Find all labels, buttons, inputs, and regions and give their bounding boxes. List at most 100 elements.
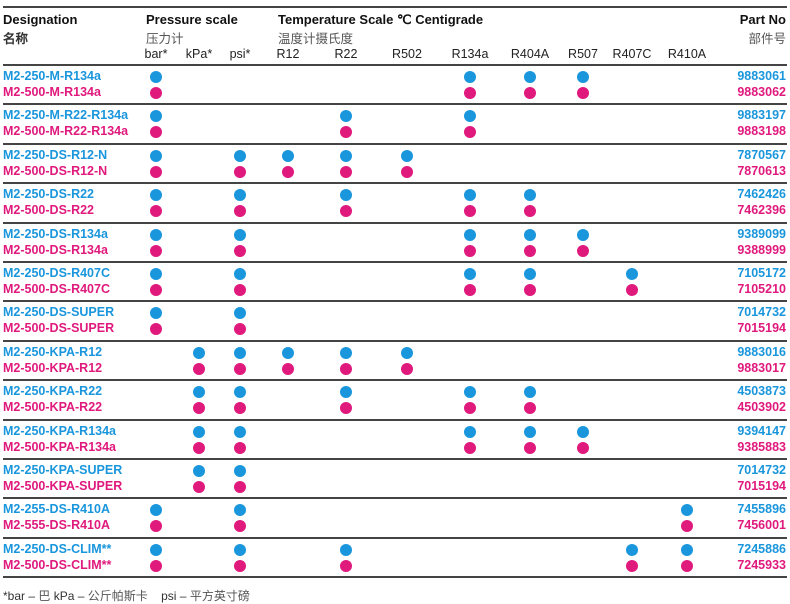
compatibility-dot-psi bbox=[234, 205, 246, 218]
compatibility-dot-r134a bbox=[464, 441, 476, 454]
part-number: 7245886 bbox=[737, 541, 786, 556]
compatibility-dot-r22 bbox=[340, 346, 352, 359]
compatibility-dot-r404a bbox=[524, 284, 536, 296]
compatibility-dot-bar bbox=[150, 205, 162, 218]
designation: M2-500-DS-CLIM** bbox=[3, 557, 112, 572]
compatibility-dot-bar bbox=[150, 165, 162, 178]
compatibility-dot-r410a bbox=[681, 543, 693, 556]
designation: M2-250-DS-R22 bbox=[3, 187, 95, 202]
designation: M2-250-DS-R407C bbox=[3, 266, 110, 280]
part-number: 7462426 bbox=[737, 187, 786, 202]
compatibility-dot-psi bbox=[234, 189, 246, 202]
part-number: 4503873 bbox=[737, 384, 786, 399]
compatibility-dot-bar bbox=[150, 87, 162, 99]
compatibility-dot-r22 bbox=[340, 110, 352, 123]
column-header-psi: psi* bbox=[229, 47, 251, 61]
part-number: 9389099 bbox=[737, 226, 786, 241]
compatibility-dot-r22 bbox=[340, 205, 352, 218]
temperature-header: Temperature Scale ℃ Centigrade bbox=[278, 12, 484, 27]
compatibility-dot-psi bbox=[234, 323, 246, 336]
part-number: 7455896 bbox=[737, 502, 786, 517]
temperature-header-zh: 温度计摄氏度 bbox=[278, 31, 354, 46]
compatibility-dot-bar bbox=[150, 504, 162, 517]
part-number: 4503902 bbox=[737, 400, 786, 415]
compatibility-dot-r22 bbox=[340, 165, 352, 178]
designation: M2-500-KPA-SUPER bbox=[3, 479, 123, 493]
compatibility-dot-r22 bbox=[340, 386, 352, 399]
designation: M2-500-M-R134a bbox=[3, 85, 101, 99]
compatibility-dot-r404a bbox=[524, 244, 536, 257]
compatibility-dot-r404a bbox=[524, 71, 536, 83]
compatibility-dot-r12 bbox=[282, 362, 294, 375]
compatibility-dot-psi bbox=[234, 228, 246, 241]
top-rule bbox=[3, 6, 787, 8]
part-number: 7015194 bbox=[737, 321, 786, 336]
part-number: 7462396 bbox=[737, 203, 786, 218]
compatibility-dot-r502 bbox=[401, 346, 413, 359]
group-divider bbox=[3, 418, 787, 421]
compatibility-dot-r134a bbox=[464, 87, 476, 99]
compatibility-dot-r404a bbox=[524, 386, 536, 399]
compatibility-dot-psi bbox=[234, 441, 246, 454]
designation: M2-555-DS-R410A bbox=[3, 518, 110, 533]
compatibility-dot-r134a bbox=[464, 189, 476, 202]
compatibility-dot-r22 bbox=[340, 149, 352, 162]
designation: M2-250-DS-SUPER bbox=[3, 305, 115, 320]
column-header-r410a: R410A bbox=[667, 47, 707, 61]
group-divider bbox=[3, 497, 787, 500]
part-number: 9883197 bbox=[737, 108, 786, 123]
compatibility-dot-kpa bbox=[193, 425, 205, 438]
compatibility-dot-bar bbox=[150, 520, 162, 533]
compatibility-dot-r134a bbox=[464, 71, 476, 83]
footnote-kpa-zh: 公斤帕斯卡 bbox=[87, 589, 148, 603]
designation: M2-250-KPA-R22 bbox=[3, 384, 103, 399]
compatibility-dot-psi bbox=[234, 346, 246, 359]
designation: M2-500-DS-R134a bbox=[3, 242, 108, 257]
designation: M2-500-KPA-R134a bbox=[3, 439, 117, 454]
part-number: 7014732 bbox=[737, 305, 786, 320]
part-number: 7014732 bbox=[737, 463, 786, 477]
group-divider bbox=[3, 536, 787, 539]
compatibility-dot-psi bbox=[234, 425, 246, 438]
compatibility-dot-psi bbox=[234, 481, 246, 493]
part-number: 7870613 bbox=[737, 163, 786, 178]
compatibility-dot-r407c bbox=[626, 543, 638, 556]
compatibility-dot-psi bbox=[234, 268, 246, 280]
part-number: 7456001 bbox=[737, 518, 786, 533]
compatibility-dot-psi bbox=[234, 559, 246, 572]
compatibility-dot-r12 bbox=[282, 149, 294, 162]
designation: M2-500-DS-R12-N bbox=[3, 163, 108, 178]
compatibility-dot-kpa bbox=[193, 362, 205, 375]
compatibility-dot-bar bbox=[150, 543, 162, 556]
designation: M2-250-M-R22-R134a bbox=[3, 108, 129, 123]
compatibility-dot-r134a bbox=[464, 386, 476, 399]
compatibility-dot-r404a bbox=[524, 402, 536, 415]
compatibility-dot-psi bbox=[234, 402, 246, 415]
compatibility-dot-r12 bbox=[282, 165, 294, 178]
group-divider bbox=[3, 300, 787, 303]
compatibility-dot-kpa bbox=[193, 481, 205, 493]
compatibility-dot-r12 bbox=[282, 346, 294, 359]
compatibility-dot-bar bbox=[150, 307, 162, 320]
part-number: 7105210 bbox=[737, 282, 786, 296]
group-divider bbox=[3, 221, 787, 224]
footnote-psi: psi – bbox=[161, 589, 187, 603]
group-divider bbox=[3, 103, 787, 106]
compatibility-dot-r134a bbox=[464, 402, 476, 415]
designation: M2-500-DS-SUPER bbox=[3, 321, 115, 336]
compatibility-dot-r404a bbox=[524, 425, 536, 438]
compatibility-dot-r404a bbox=[524, 189, 536, 202]
group-divider bbox=[3, 182, 787, 185]
compatibility-dot-bar bbox=[150, 110, 162, 123]
part-number: 9883198 bbox=[737, 124, 786, 139]
compatibility-dot-bar bbox=[150, 323, 162, 336]
footnote-bar: *bar – bbox=[3, 589, 36, 603]
compatibility-dot-r410a bbox=[681, 504, 693, 517]
compatibility-dot-r407c bbox=[626, 284, 638, 296]
designation: M2-250-DS-CLIM** bbox=[3, 541, 112, 556]
compatibility-dot-kpa bbox=[193, 386, 205, 399]
group-divider bbox=[3, 261, 787, 263]
part-number: 9394147 bbox=[737, 423, 786, 438]
compatibility-dot-psi bbox=[234, 165, 246, 178]
group-divider bbox=[3, 142, 787, 145]
